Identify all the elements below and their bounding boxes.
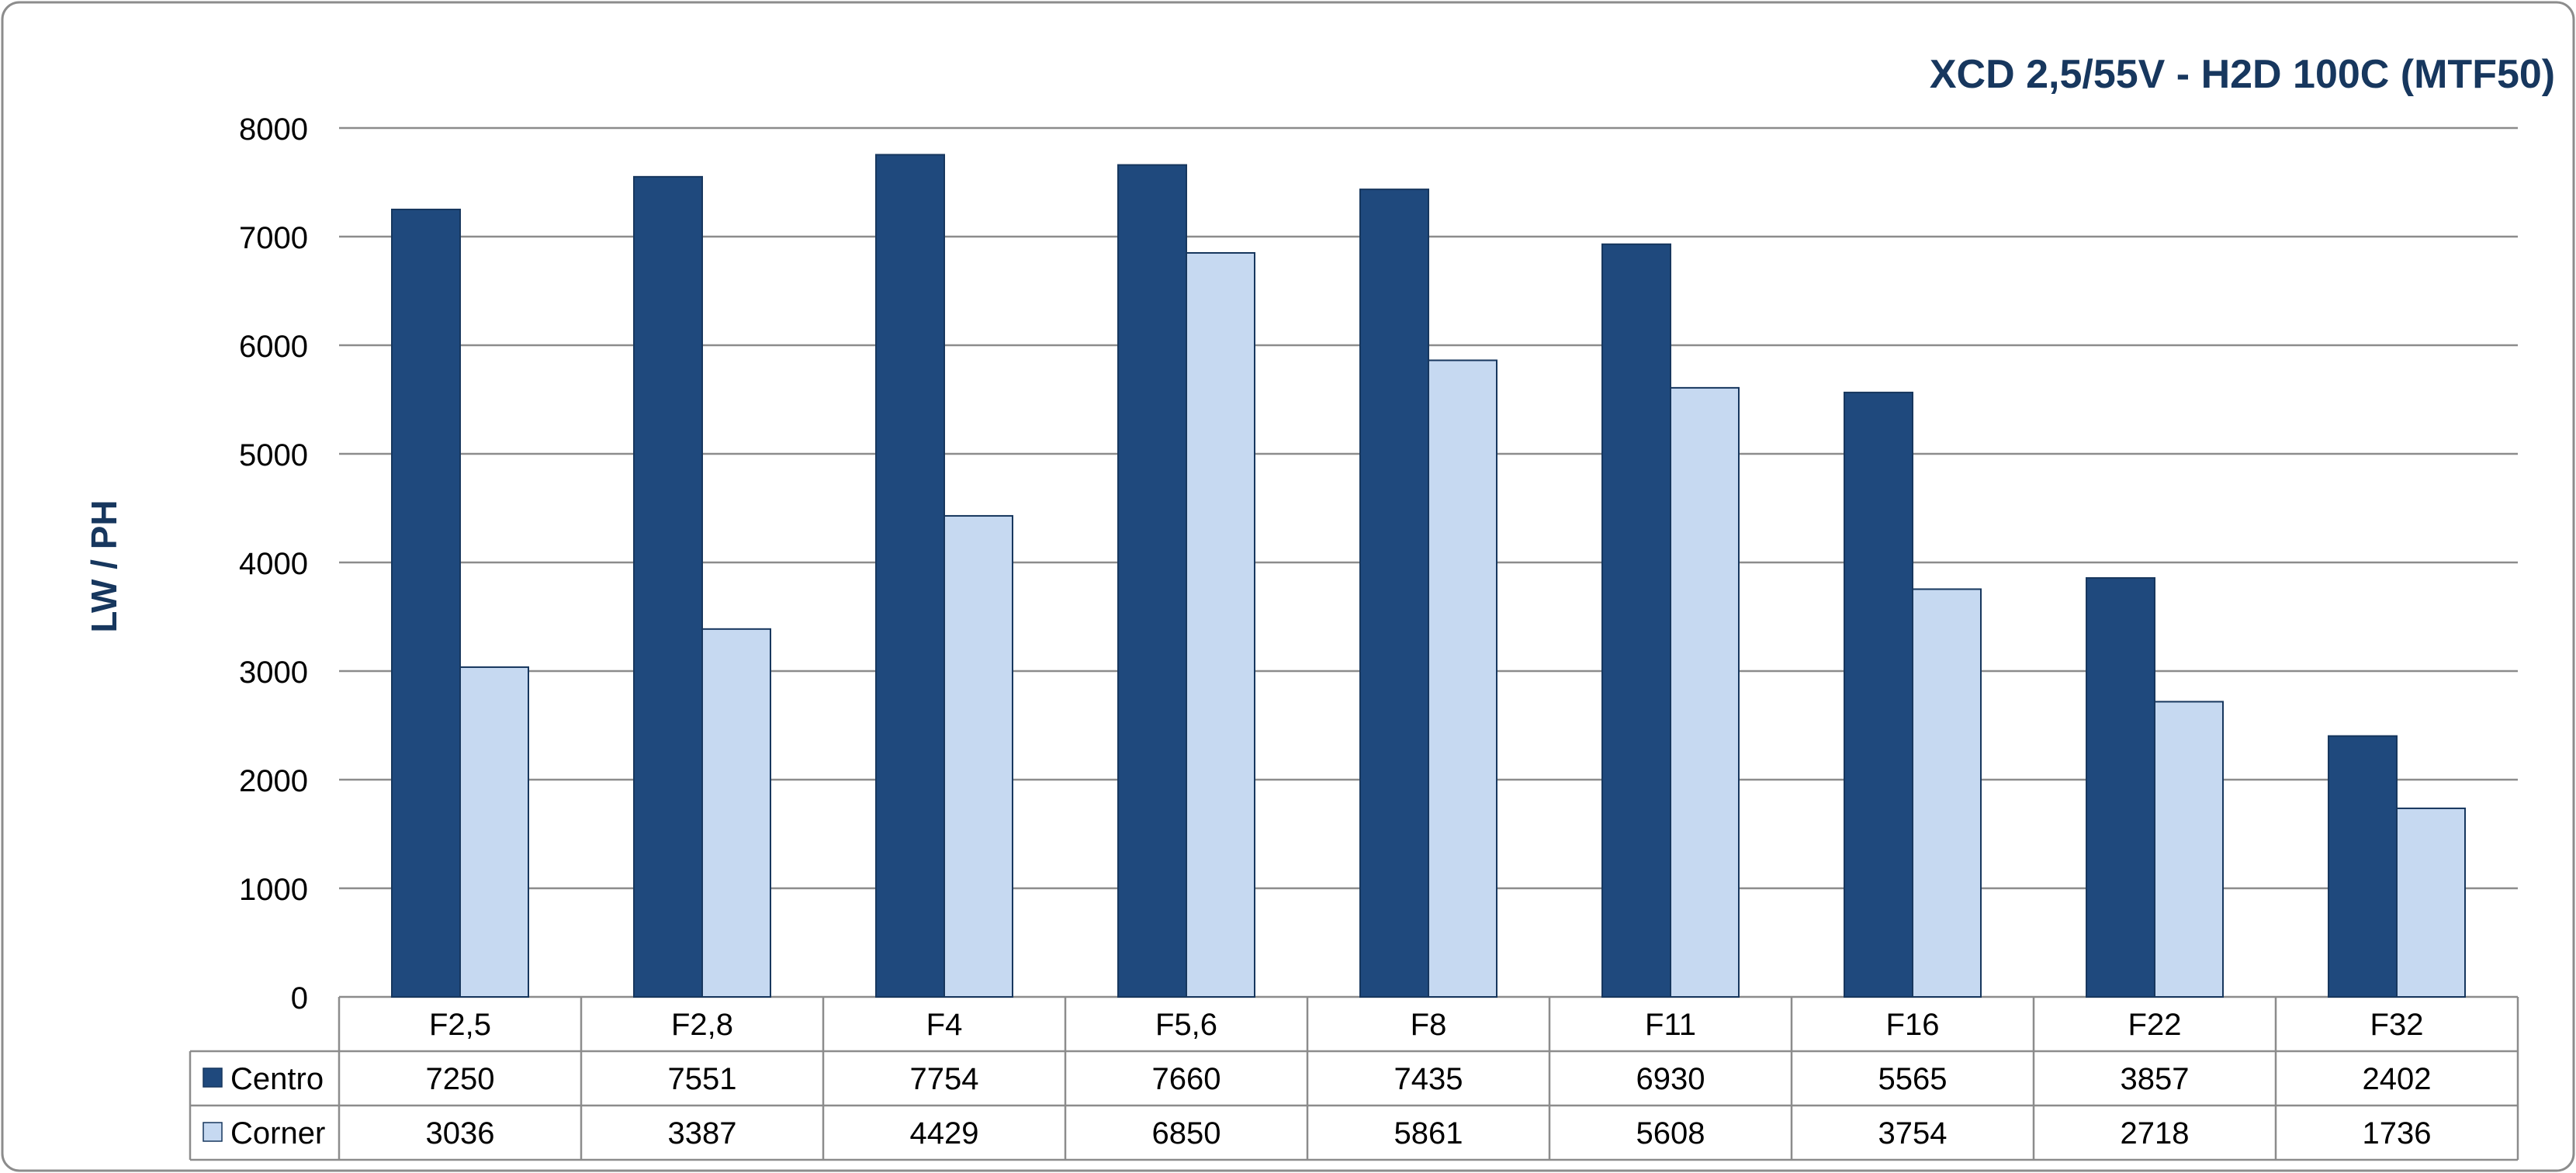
data-label: 6850 [1152, 1116, 1221, 1151]
bar-corner [943, 514, 1013, 998]
data-label: 2402 [2363, 1062, 2432, 1096]
bar-centro [1117, 164, 1187, 998]
bar-centro [391, 209, 461, 998]
y-tick-label: 5000 [239, 438, 308, 472]
x-tick-label: F22 [2128, 1008, 2182, 1042]
bar-corner [1912, 588, 1982, 998]
data-table: F2,5 F2,8 F4 F5,6 F8 F11 F16 F22 F32 Centro 7250 75… [189, 997, 2519, 1161]
bar-corner [2154, 701, 2224, 998]
data-label: 6930 [1636, 1062, 1705, 1096]
x-tick-label: F5,6 [1155, 1008, 1217, 1042]
data-label: 7660 [1152, 1062, 1221, 1096]
chart-title: XCD 2,5/55V - H2D 100C (MTF50) [1930, 52, 2555, 97]
bar-corner [1186, 252, 1255, 998]
y-tick-labels: 0 1000 2000 3000 4000 5000 6000 7000 8000 [239, 112, 308, 1016]
y-tick-label: 3000 [239, 656, 308, 690]
data-label: 3857 [2121, 1062, 2190, 1096]
x-tick-label: F2,8 [671, 1008, 733, 1042]
x-tick-label: F2,5 [429, 1008, 491, 1042]
bar-corner [1670, 386, 1740, 998]
bar-corner [459, 666, 529, 998]
legend-label: Corner [230, 1116, 325, 1151]
bar-corner [2396, 807, 2466, 998]
data-label: 5565 [1878, 1062, 1948, 1096]
bar-corner [701, 628, 771, 998]
y-tick-label: 6000 [239, 330, 308, 364]
x-tick-label: F11 [1645, 1008, 1696, 1042]
bar-centro [1601, 243, 1671, 998]
data-label: 7435 [1394, 1062, 1463, 1096]
bar-centro [2086, 577, 2155, 998]
bar-centro [1844, 391, 1913, 998]
data-label: 2718 [2121, 1116, 2190, 1151]
data-label: 1736 [2363, 1116, 2432, 1151]
x-tick-label: F4 [926, 1008, 963, 1042]
bar-centro [1359, 189, 1429, 998]
data-label: 7551 [668, 1062, 737, 1096]
bar-corner [1428, 359, 1497, 998]
data-label: 3387 [668, 1116, 737, 1151]
y-tick-label: 0 [291, 981, 308, 1016]
legend-label: Centro [230, 1062, 324, 1096]
x-tick-label: F16 [1886, 1008, 1940, 1042]
y-tick-label: 1000 [239, 873, 308, 907]
bar-centro [875, 154, 945, 998]
bar-centro [633, 175, 703, 998]
legend-swatch-centro [203, 1067, 223, 1088]
y-tick-label: 7000 [239, 221, 308, 255]
bars [391, 154, 2466, 998]
data-label: 5608 [1636, 1116, 1705, 1151]
bar-centro [2328, 735, 2398, 998]
y-tick-label: 4000 [239, 547, 308, 581]
x-tick-label: F8 [1411, 1008, 1447, 1042]
y-axis-label: LW / PH [84, 500, 124, 632]
data-label: 3754 [1878, 1116, 1948, 1151]
y-tick-label: 8000 [239, 112, 308, 147]
data-label: 7250 [426, 1062, 495, 1096]
data-label: 3036 [426, 1116, 495, 1151]
data-label: 5861 [1394, 1116, 1463, 1151]
legend-swatch-corner [203, 1122, 223, 1142]
x-tick-label: F32 [2370, 1008, 2424, 1042]
data-label: 7754 [910, 1062, 979, 1096]
data-label: 4429 [910, 1116, 979, 1151]
y-tick-label: 2000 [239, 764, 308, 798]
